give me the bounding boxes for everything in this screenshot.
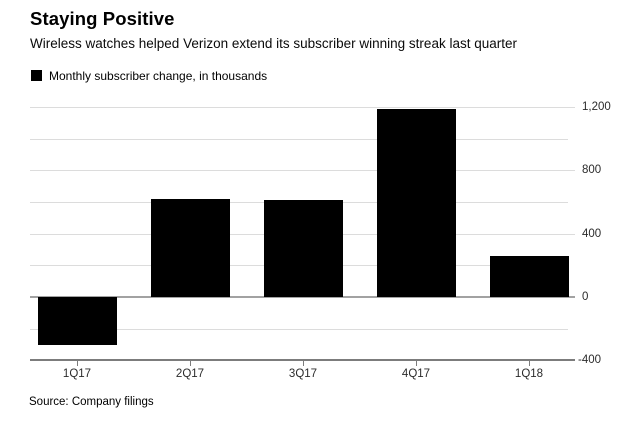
y-tick-label: 0 [582,291,589,303]
y-tick-label: 800 [582,164,602,176]
x-axis-tick [303,361,304,366]
x-axis-baseline [30,359,575,361]
major-gridline [30,107,575,108]
x-tick-label: 1Q18 [514,368,544,380]
legend: Monthly subscriber change, in thousands [31,68,267,83]
x-axis-tick [416,361,417,366]
source-note: Source: Company filings [29,396,154,408]
x-tick-label: 1Q17 [62,368,92,380]
bar-3q17 [264,200,343,297]
bar-4q17 [377,109,456,297]
x-tick-label: 2Q17 [175,368,205,380]
bar-2q17 [151,199,230,297]
minor-gridline [30,329,568,330]
bar-1q18 [490,256,569,297]
x-axis-tick [77,361,78,366]
bar-1q17 [38,297,117,345]
chart-title: Staying Positive [30,8,175,29]
x-axis-tick [529,361,530,366]
x-axis-tick [190,361,191,366]
y-tick-label: -400 [578,354,602,366]
x-tick-label: 4Q17 [401,368,431,380]
legend-swatch-icon [31,70,42,81]
zero-gridline [30,296,575,298]
minor-gridline [30,139,568,140]
y-tick-label: 400 [582,228,602,240]
major-gridline [30,170,575,171]
chart-subtitle: Wireless watches helped Verizon extend i… [30,36,517,51]
legend-label: Monthly subscriber change, in thousands [49,68,268,83]
y-tick-label: 1,200 [582,101,611,113]
x-tick-label: 3Q17 [288,368,318,380]
